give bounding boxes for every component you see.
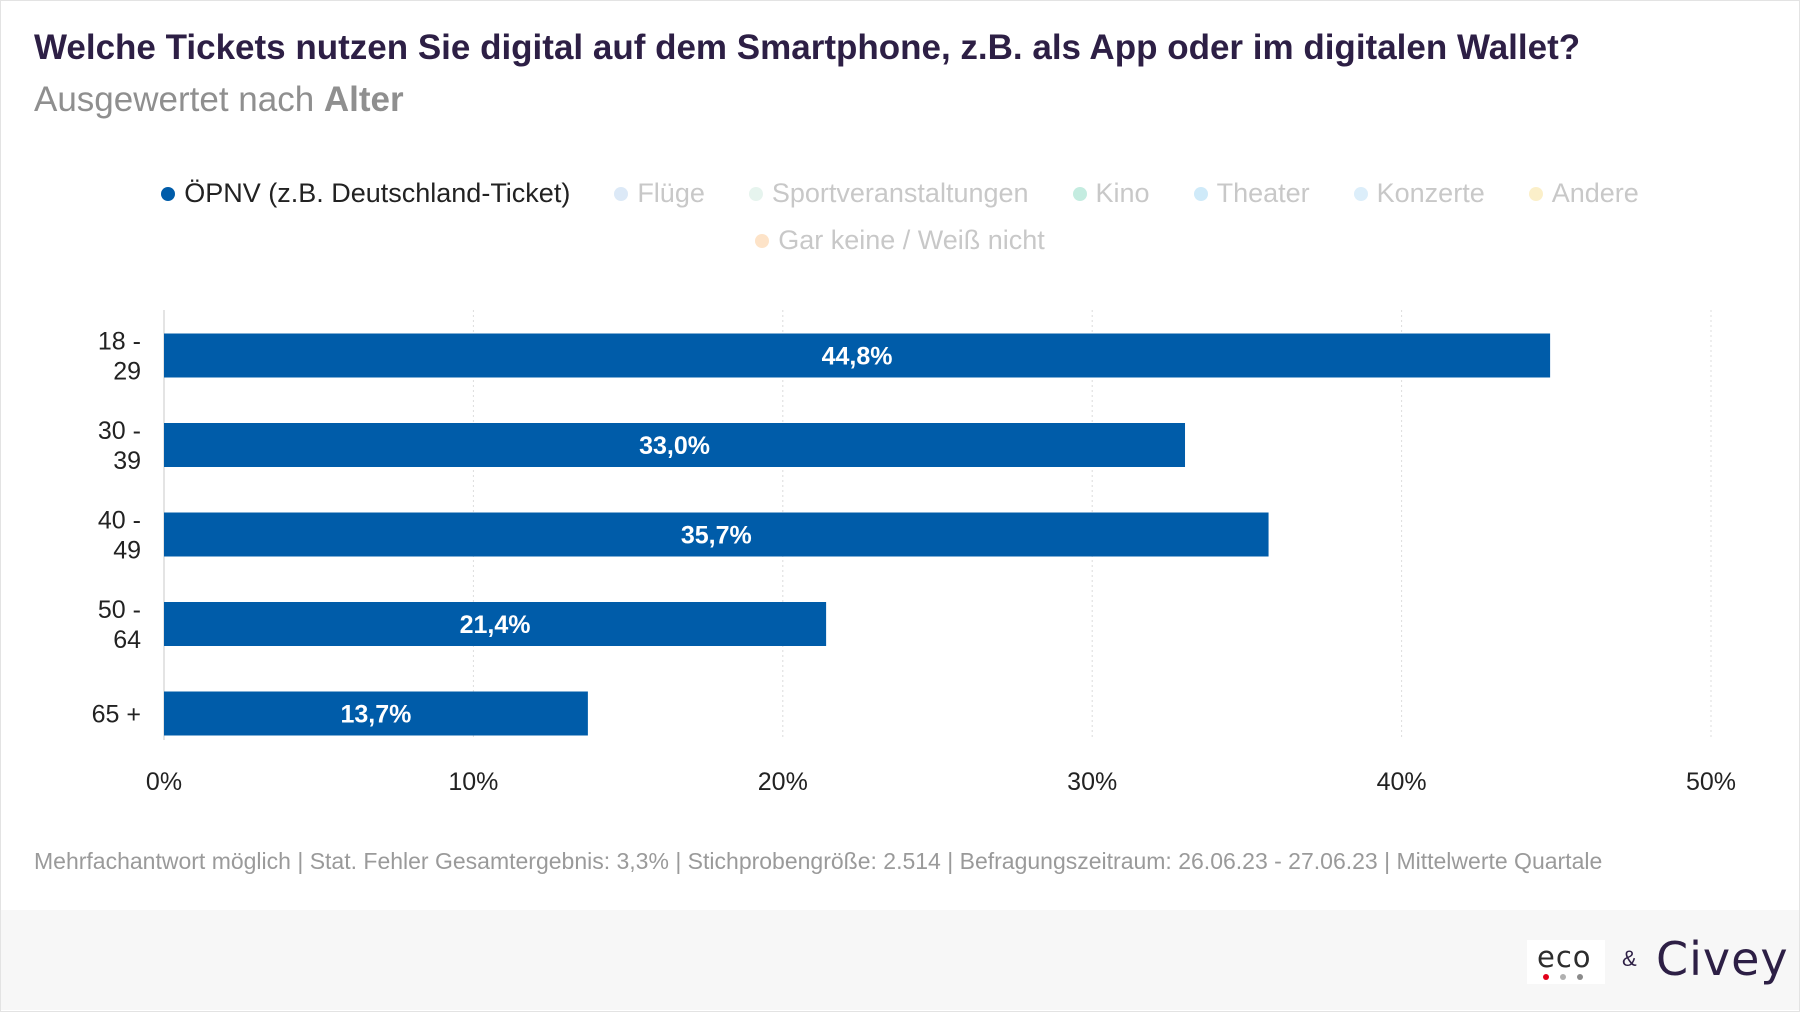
footer-band: [1, 910, 1799, 1010]
bar-chart: 0% 10% 20% 30% 40% 50% 44,8% 18 -29 33,0% 30 -39 3…: [92, 310, 1736, 796]
legend-marker-icon: [755, 233, 770, 248]
logo-ampersand: &: [1622, 946, 1637, 971]
legend-label: Theater: [1216, 178, 1310, 208]
category-label: 65 +: [92, 701, 141, 729]
bar-value-label: 35,7%: [681, 522, 752, 550]
bar: [164, 512, 1269, 557]
legend-label: Kino: [1095, 178, 1150, 208]
legend-item[interactable]: Konzerte: [1353, 178, 1485, 209]
x-tick-label: 40%: [1377, 768, 1427, 796]
legend-item[interactable]: Flüge: [614, 178, 705, 209]
eco-logo-text: eco: [1537, 940, 1592, 974]
legend-marker-icon: [1072, 186, 1087, 201]
legend-label: ÖPNV (z.B. Deutschland-Ticket): [184, 178, 571, 208]
x-tick-label: 10%: [448, 768, 498, 796]
legend-marker-icon: [1353, 186, 1368, 201]
legend-item[interactable]: Kino: [1072, 178, 1150, 209]
category-label: 18 -: [98, 328, 141, 356]
eco-logo-dot: [1543, 974, 1549, 980]
eco-logo-dot: [1577, 974, 1583, 980]
x-tick-label: 0%: [146, 768, 182, 796]
legend-item[interactable]: Andere: [1528, 178, 1639, 209]
eco-logo-dot: [1560, 974, 1566, 980]
bar: [164, 602, 827, 646]
bar-value-label: 13,7%: [340, 701, 411, 729]
bar-value-label: 44,8%: [822, 343, 893, 371]
bar-value-label: 21,4%: [460, 611, 531, 639]
bar: [164, 423, 1186, 467]
eco-logo-dots: [1543, 974, 1583, 980]
legend-marker-icon: [161, 186, 176, 201]
category-label: 49: [113, 537, 141, 565]
chart-title: Welche Tickets nutzen Sie digital auf de…: [34, 28, 1581, 67]
bar: [164, 691, 588, 736]
category-label: 50 -: [98, 596, 141, 624]
legend-label: Andere: [1551, 178, 1639, 208]
legend-marker-icon: [614, 186, 629, 201]
civey-logo: Civey: [1656, 932, 1789, 986]
category-label: 39: [113, 447, 141, 475]
legend-label: Flüge: [637, 178, 705, 208]
legend-marker-icon: [748, 186, 763, 201]
x-tick-label: 30%: [1067, 768, 1117, 796]
subtitle-prefix: Ausgewertet nach: [34, 80, 315, 119]
legend-item[interactable]: Gar keine / Weiß nicht: [755, 225, 1045, 256]
subtitle-grouping: Alter: [323, 80, 404, 119]
category-label: 64: [113, 626, 141, 654]
legend-item[interactable]: Sportveranstaltungen: [748, 178, 1029, 209]
legend-label: Konzerte: [1376, 178, 1485, 208]
legend-marker-icon: [1193, 186, 1208, 201]
legend-label: Sportveranstaltungen: [771, 178, 1029, 208]
bar: [164, 333, 1551, 378]
chart-subtitle: Ausgewertet nach Alter: [34, 80, 404, 120]
category-label: 40 -: [98, 507, 141, 535]
bar-value-label: 33,0%: [639, 432, 710, 460]
legend-marker-icon: [1528, 186, 1543, 201]
x-tick-label: 20%: [758, 768, 808, 796]
category-label: 30 -: [98, 417, 141, 445]
footnote: Mehrfachantwort möglich | Stat. Fehler G…: [34, 848, 1603, 874]
eco-logo: eco: [1527, 940, 1605, 984]
category-label: 29: [113, 358, 141, 386]
legend: ÖPNV (z.B. Deutschland-Ticket) Flüge Sport…: [60, 178, 1740, 256]
legend-item[interactable]: Theater: [1193, 178, 1310, 209]
legend-label: Gar keine / Weiß nicht: [778, 225, 1045, 255]
legend-item[interactable]: ÖPNV (z.B. Deutschland-Ticket): [161, 178, 570, 209]
x-tick-label: 50%: [1686, 768, 1736, 796]
